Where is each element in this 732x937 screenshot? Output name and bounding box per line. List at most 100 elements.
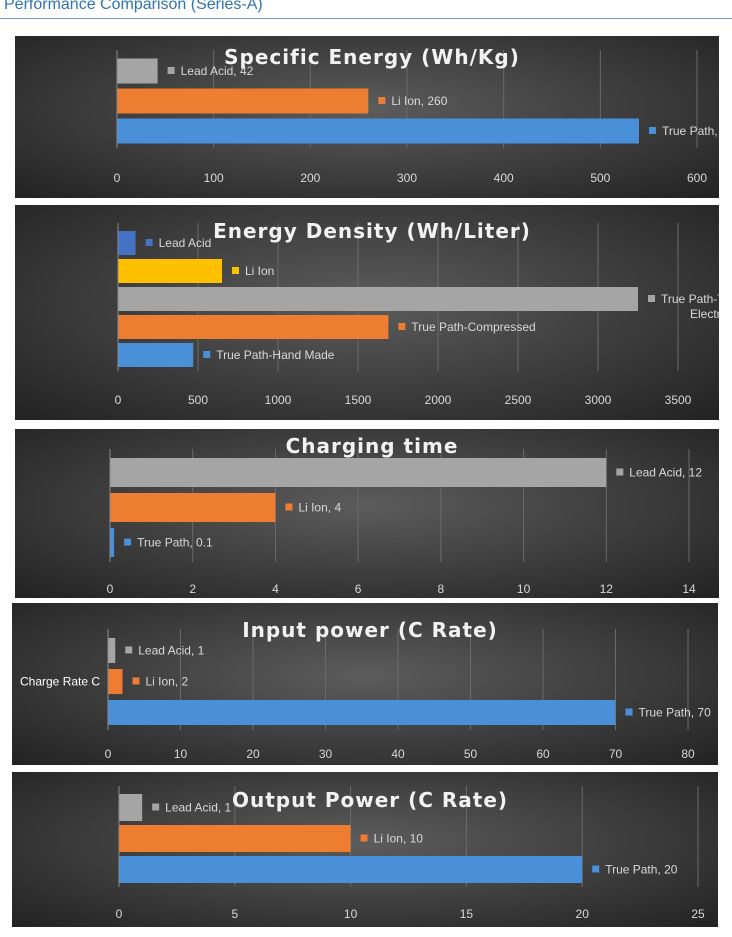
legend-key-icon — [132, 677, 140, 685]
legend-key-icon — [203, 351, 211, 358]
x-tick-label: 3000 — [585, 393, 612, 407]
bar-true-path-compressed — [118, 315, 389, 339]
x-tick-label: 2000 — [425, 393, 452, 407]
legend-key-icon — [285, 503, 293, 511]
data-label-li-ion: Li Ion, 260 — [378, 94, 448, 108]
x-tick-label: 0 — [114, 171, 121, 185]
x-tick-label: 0 — [105, 747, 112, 761]
x-tick-label: 40 — [391, 747, 405, 761]
x-tick-label: 10 — [174, 747, 188, 761]
x-tick-label: 25 — [691, 907, 705, 921]
x-tick-label: 14 — [682, 582, 696, 596]
chart-title: Charging time — [286, 434, 459, 458]
data-label-text: Li Ion — [245, 264, 274, 278]
data-label-text: True Path, 0.1 — [137, 536, 213, 550]
x-tick-label: 8 — [438, 582, 445, 596]
chart-title: Specific Energy (Wh/Kg) — [224, 45, 520, 69]
legend-key-icon — [648, 295, 655, 302]
specific-energy-chart: Lead Acid, 42 Li Ion, 260 True Path, 540 0 1… — [15, 36, 719, 198]
chart-svg: Lead Acid Li Ion True Path-Thin FilmElectr… — [115, 219, 719, 407]
x-tick-label: 3500 — [665, 393, 692, 407]
bar-li-ion — [119, 825, 351, 852]
x-tick-label: 12 — [600, 582, 614, 596]
data-label-text: Li Ion, 10 — [374, 832, 424, 846]
x-tick-label: 0 — [116, 907, 123, 921]
x-tick-label: 200 — [300, 171, 320, 185]
data-label-text: Li Ion, 2 — [146, 675, 189, 689]
data-label-text: Lead Acid, 12 — [629, 466, 702, 480]
x-tick-label: 300 — [397, 171, 417, 185]
x-tick-label: 20 — [576, 907, 590, 921]
data-label-true-path: True Path, 20 — [592, 863, 678, 877]
bar-li-ion — [117, 88, 369, 114]
x-tick-label: 30 — [319, 747, 333, 761]
charging-time-chart: Lead Acid, 12 Li Ion, 4 True Path, 0.1 0 2 4 6… — [15, 429, 719, 598]
data-label-text: True Path-Hand Made — [216, 348, 335, 362]
data-label-li-ion: Li Ion, 4 — [285, 501, 341, 515]
x-tick-label: 100 — [204, 171, 224, 185]
chart-svg: Lead Acid, 1 Li Ion, 2 True Path, 70 0 10 20 3… — [20, 618, 712, 761]
legend-key-icon — [232, 267, 239, 274]
y-axis-title: Charge Rate C — [20, 675, 100, 689]
x-tick-label: 500 — [188, 393, 208, 407]
data-label-text: True Path, 70 — [639, 706, 712, 720]
x-tick-label: 50 — [464, 747, 478, 761]
bar-li-ion — [118, 259, 222, 283]
data-label-lead-acid: Lead Acid — [145, 236, 212, 250]
bar-li-ion — [110, 493, 276, 522]
input-power-chart: Lead Acid, 1 Li Ion, 2 True Path, 70 0 10 20 3… — [12, 603, 718, 765]
legend-key-icon — [125, 646, 133, 654]
legend-key-icon — [398, 323, 406, 330]
legend-key-icon — [167, 67, 175, 74]
data-label-text: True Path, 540 — [662, 124, 719, 138]
data-label-text: True Path-Thin FilmElectrode — [661, 292, 719, 321]
x-tick-label: 20 — [246, 747, 260, 761]
bar-true-path-thin-film-electrode — [118, 287, 638, 311]
x-tick-label: 60 — [536, 747, 550, 761]
data-label-text: Lead Acid — [159, 236, 212, 250]
data-label-text: True Path, 20 — [605, 863, 678, 877]
energy-density-chart: Lead Acid Li Ion True Path-Thin FilmElectr… — [15, 205, 719, 420]
x-tick-label: 1500 — [345, 393, 372, 407]
chart-svg: Lead Acid, 1 Li Ion, 10 True Path, 20 0 5 10 1… — [116, 786, 705, 921]
legend-key-icon — [592, 865, 600, 873]
data-label-text: Lead Acid, 42 — [181, 64, 254, 78]
data-label-li-ion: Li Ion, 2 — [132, 675, 189, 689]
legend-key-icon — [625, 708, 633, 716]
bar-true-path — [119, 856, 583, 883]
chart-title: Output Power (C Rate) — [232, 788, 508, 812]
bar-true-path — [110, 528, 115, 557]
chart-title: Input power (C Rate) — [242, 618, 498, 642]
data-label-true-path: True Path, 70 — [625, 706, 712, 720]
output-power-chart: Lead Acid, 1 Li Ion, 10 True Path, 20 0 5 10 1… — [12, 772, 718, 927]
bar-lead-acid — [119, 794, 143, 821]
x-tick-label: 4 — [272, 582, 279, 596]
legend-key-icon — [124, 538, 132, 546]
data-label-true-path-thin-film-electrode: True Path-Thin FilmElectrode — [648, 292, 719, 321]
data-label-text: Li Ion, 260 — [391, 94, 447, 108]
data-label-true-path: True Path, 0.1 — [124, 536, 213, 550]
x-tick-label: 0 — [115, 393, 122, 407]
chart-svg: Lead Acid, 42 Li Ion, 260 True Path, 540 0 1… — [114, 45, 719, 185]
x-tick-label: 10 — [517, 582, 531, 596]
data-label-text: Lead Acid, 1 — [165, 801, 231, 815]
data-label-true-path-hand-made: True Path-Hand Made — [203, 348, 335, 362]
x-tick-label: 70 — [609, 747, 623, 761]
legend-key-icon — [145, 239, 153, 246]
bar-lead-acid — [108, 638, 116, 663]
legend-key-icon — [649, 127, 656, 134]
x-tick-label: 1000 — [265, 393, 292, 407]
bar-true-path — [117, 118, 639, 144]
x-tick-label: 80 — [681, 747, 695, 761]
x-tick-label: 15 — [460, 907, 474, 921]
data-label-lead-acid: Lead Acid, 1 — [125, 644, 205, 658]
chart-svg: Lead Acid, 12 Li Ion, 4 True Path, 0.1 0 2 4 6… — [107, 434, 703, 596]
x-tick-label: 2500 — [505, 393, 532, 407]
x-tick-label: 6 — [355, 582, 362, 596]
legend-key-icon — [378, 97, 386, 104]
legend-key-icon — [152, 803, 160, 811]
bar-true-path — [108, 700, 616, 725]
page-title: Performance Comparison (Series-A) — [4, 0, 263, 13]
data-label-text: True Path-Compressed — [411, 320, 535, 334]
data-label-true-path: True Path, 540 — [649, 124, 719, 138]
